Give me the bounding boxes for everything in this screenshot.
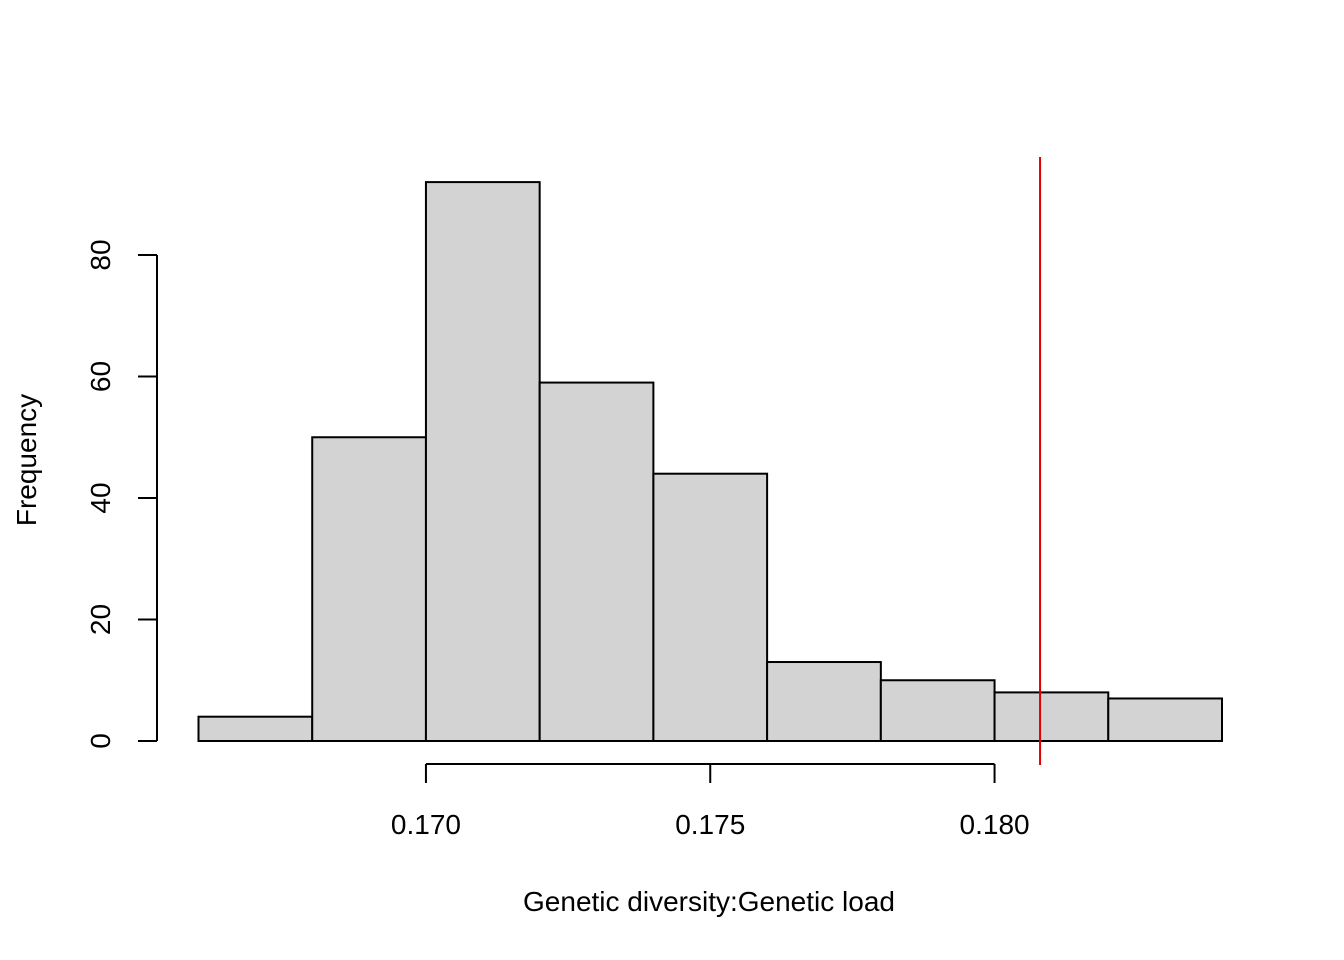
x-axis-label: Genetic diversity:Genetic load [523, 886, 895, 917]
histogram-bar [993, 691, 1110, 743]
x-tick-label: 0.175 [675, 809, 745, 840]
y-tick-label: 20 [85, 604, 116, 635]
y-tick-label: 80 [85, 239, 116, 270]
histogram-bar [1107, 697, 1224, 742]
histogram-bar [197, 715, 314, 743]
histogram-bar [766, 661, 882, 743]
histogram-bar [424, 181, 541, 743]
histogram-bar [538, 381, 655, 742]
histogram-bar [879, 679, 996, 742]
y-axis: 0 20 40 60 80 [85, 239, 158, 749]
y-tick-label: 60 [85, 361, 116, 392]
histogram-bar [652, 472, 769, 742]
x-tick-label: 0.180 [960, 809, 1030, 840]
x-axis: 0.170 0.175 0.180 [391, 763, 1030, 840]
y-tick-label: 40 [85, 482, 116, 513]
histogram-bar [311, 436, 427, 742]
x-tick-label: 0.170 [391, 809, 461, 840]
y-tick-label: 0 [85, 733, 116, 749]
histogram-bars [197, 181, 1224, 743]
y-axis-label: Frequency [11, 394, 42, 526]
